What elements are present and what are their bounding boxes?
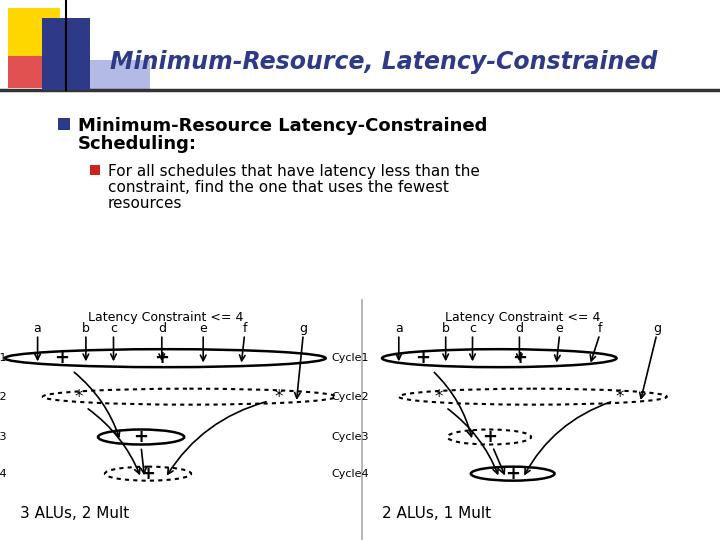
Text: d: d [516,322,523,335]
Text: c: c [469,322,476,335]
Text: c: c [110,322,117,335]
Text: Latency Constraint <= 4: Latency Constraint <= 4 [445,310,600,323]
Text: +: + [415,349,430,367]
Text: g: g [653,322,661,335]
Text: d: d [158,322,166,335]
Bar [90,60,150,90]
Text: Cycle2: Cycle2 [0,392,6,402]
Bar [58,118,70,130]
Text: For all schedules that have latency less than the: For all schedules that have latency less… [108,164,480,179]
Text: +: + [482,428,497,446]
Text: a: a [395,322,402,335]
Text: Cycle3: Cycle3 [0,432,6,442]
Text: +: + [140,464,156,483]
Text: Minimum-Resource Latency-Constrained: Minimum-Resource Latency-Constrained [78,117,487,135]
Text: a: a [34,322,42,335]
Text: Cycle4: Cycle4 [0,469,6,478]
Text: Cycle2: Cycle2 [331,392,369,402]
Text: *: * [75,388,84,406]
Bar [42,18,90,90]
Text: Cycle1: Cycle1 [331,353,369,363]
Text: f: f [598,322,602,335]
Text: Minimum-Resource, Latency-Constrained: Minimum-Resource, Latency-Constrained [110,50,657,74]
Text: *: * [616,388,624,406]
Text: Cycle1: Cycle1 [0,353,6,363]
Text: +: + [505,464,521,483]
Text: Latency Constraint <= 4: Latency Constraint <= 4 [88,310,243,323]
Text: e: e [199,322,207,335]
Text: 3 ALUs, 2 Mult: 3 ALUs, 2 Mult [20,507,130,522]
Text: constraint, find the one that uses the fewest: constraint, find the one that uses the f… [108,180,449,195]
Text: +: + [54,349,69,367]
Text: g: g [300,322,307,335]
Text: resources: resources [108,196,182,211]
Bar [90,165,100,175]
Bar [8,42,60,88]
Text: b: b [82,322,90,335]
Text: Cycle3: Cycle3 [331,432,369,442]
Text: Scheduling:: Scheduling: [78,135,197,153]
Text: *: * [435,388,444,406]
Text: *: * [275,388,283,406]
Text: Cycle4: Cycle4 [331,469,369,478]
Bar [8,8,60,56]
Text: 2 ALUs, 1 Mult: 2 ALUs, 1 Mult [382,507,491,522]
Text: f: f [243,322,247,335]
Text: +: + [154,349,169,367]
Text: +: + [512,349,527,367]
Text: b: b [442,322,449,335]
Text: e: e [556,322,564,335]
Text: +: + [134,428,148,446]
